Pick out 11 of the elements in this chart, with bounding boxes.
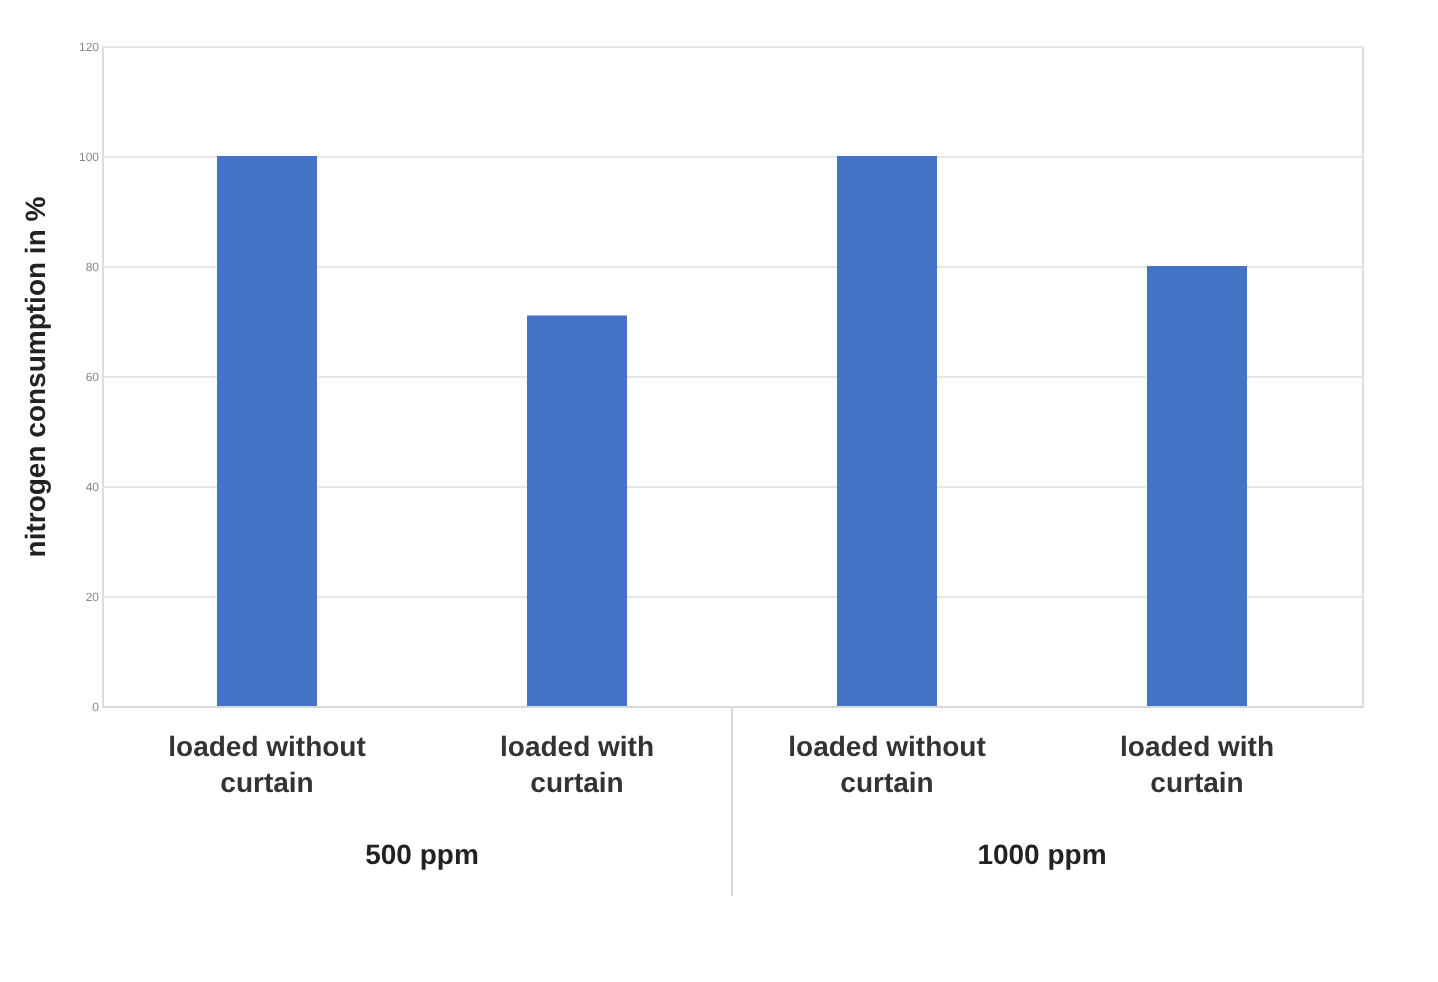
text: 500 ppm bbox=[365, 838, 479, 870]
text: 1000 ppm bbox=[977, 838, 1107, 870]
y-axis-title: nitrogen consumption in % bbox=[18, 195, 51, 558]
bar bbox=[217, 156, 317, 706]
x-tick-label: loaded with curtain bbox=[1120, 730, 1274, 798]
bar bbox=[1147, 266, 1247, 706]
x-tick-label: loaded without curtain bbox=[788, 730, 987, 798]
x-tick-label: loaded without curtain bbox=[168, 730, 367, 798]
bar bbox=[837, 156, 937, 706]
x-tick-label: loaded with curtain bbox=[500, 730, 654, 798]
bar bbox=[527, 315, 627, 706]
